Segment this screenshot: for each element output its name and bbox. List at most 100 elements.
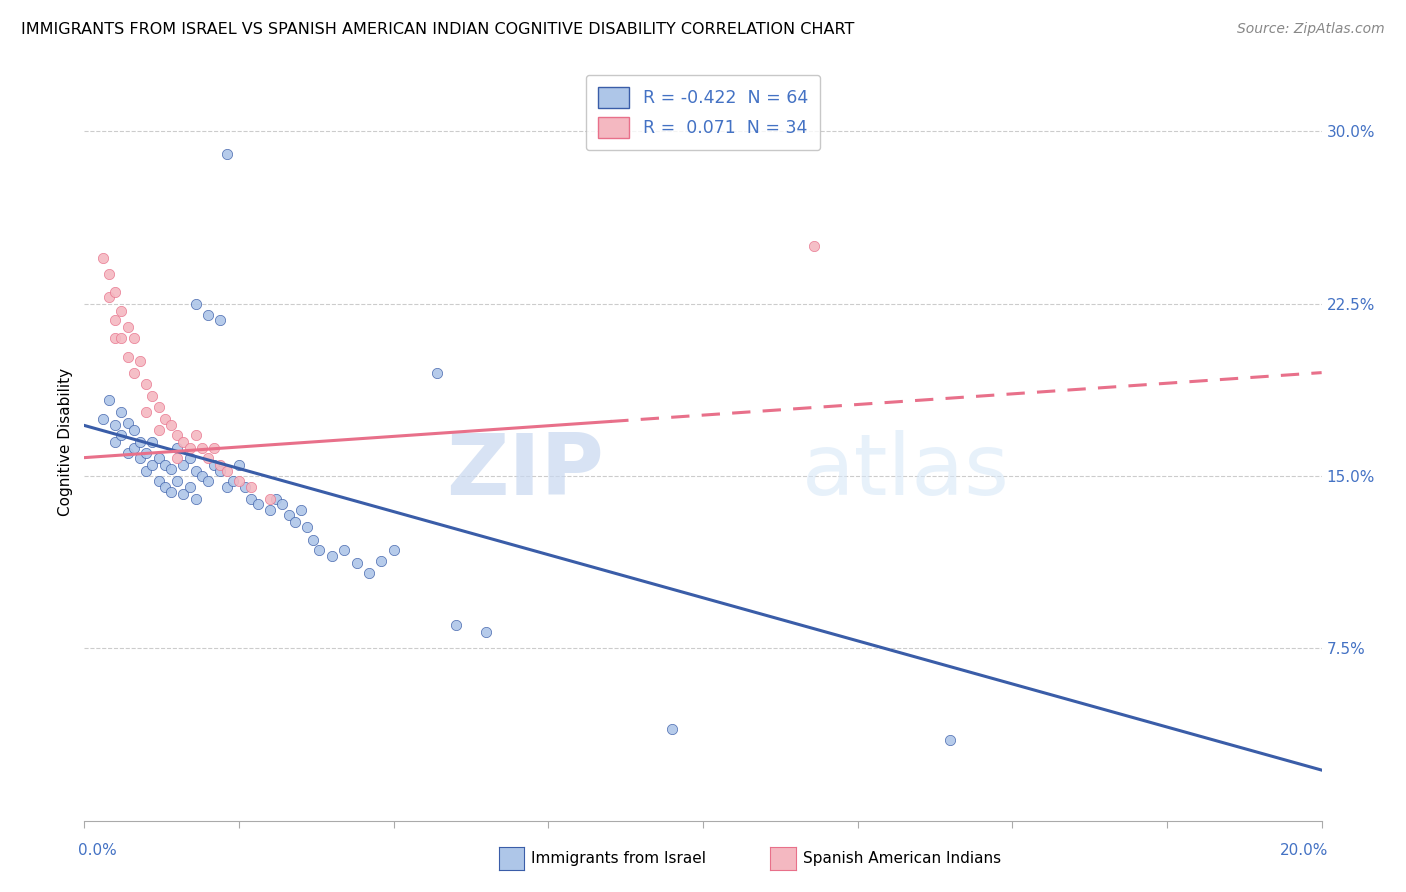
Point [141,388,163,402]
Point [160,485,183,500]
Point [153,458,176,472]
Point [191,469,214,483]
Text: Spanish American Indians: Spanish American Indians [803,852,1001,866]
Point [91,251,114,265]
Point [259,503,281,517]
Point [184,427,207,442]
Point [264,491,287,506]
Point [228,474,250,488]
Point [98,393,121,408]
Point [939,733,962,747]
Point [148,400,170,414]
Text: Immigrants from Israel: Immigrants from Israel [531,852,706,866]
Point [382,542,405,557]
Point [122,442,145,456]
Point [197,308,219,322]
Point [117,446,139,460]
Point [202,442,225,456]
Point [803,239,825,253]
Point [129,354,152,368]
Point [166,427,188,442]
Point [271,497,294,511]
Point [166,474,188,488]
Point [117,416,139,430]
Text: ZIP: ZIP [446,430,605,514]
Point [191,442,214,456]
Point [148,423,170,437]
Point [302,533,325,548]
Point [308,542,330,557]
Point [290,503,312,517]
Point [122,366,145,380]
Point [215,464,238,478]
Point [215,481,238,495]
Point [321,549,343,564]
Point [426,366,449,380]
Point [179,481,201,495]
Point [661,722,683,736]
Point [110,427,132,442]
Point [284,515,307,529]
Point [141,434,163,449]
Point [129,434,152,449]
Point [117,319,139,334]
Point [209,312,232,326]
Point [122,423,145,437]
Point [166,450,188,465]
Point [141,458,163,472]
Point [91,411,114,425]
Point [135,405,157,419]
Point [98,290,121,304]
Point [277,508,299,522]
Point [215,147,238,161]
Point [444,618,467,632]
Point [104,418,127,433]
Point [98,267,121,281]
Point [357,566,380,580]
Point [104,331,127,345]
Point [122,331,145,345]
Text: atlas: atlas [801,430,1010,514]
Point [129,450,152,465]
Point [333,542,356,557]
Point [346,557,368,571]
Text: Source: ZipAtlas.com: Source: ZipAtlas.com [1237,22,1385,37]
Point [110,331,132,345]
Point [259,491,281,506]
Point [153,411,176,425]
Point [153,481,176,495]
Point [228,458,250,472]
Point [135,377,157,392]
Point [197,474,219,488]
Point [110,405,132,419]
Point [240,491,263,506]
Point [135,446,157,460]
Text: 20.0%: 20.0% [1279,844,1327,858]
Point [222,474,245,488]
Point [184,491,207,506]
Point [160,462,183,476]
Point [148,474,170,488]
Point [295,519,318,533]
Point [179,442,201,456]
Point [370,554,392,568]
Text: IMMIGRANTS FROM ISRAEL VS SPANISH AMERICAN INDIAN COGNITIVE DISABILITY CORRELATI: IMMIGRANTS FROM ISRAEL VS SPANISH AMERIC… [21,22,855,37]
Point [172,458,194,472]
Point [184,464,207,478]
Point [475,625,498,640]
Point [104,312,127,326]
Legend: R = -0.422  N = 64, R =  0.071  N = 34: R = -0.422 N = 64, R = 0.071 N = 34 [586,75,820,150]
Point [160,418,183,433]
Point [104,434,127,449]
Y-axis label: Cognitive Disability: Cognitive Disability [58,368,73,516]
Point [110,303,132,318]
Point [172,487,194,501]
Point [246,497,269,511]
Point [179,450,201,465]
Point [233,481,256,495]
Point [202,458,225,472]
Point [117,350,139,364]
Point [148,450,170,465]
Point [184,296,207,310]
Point [166,442,188,456]
